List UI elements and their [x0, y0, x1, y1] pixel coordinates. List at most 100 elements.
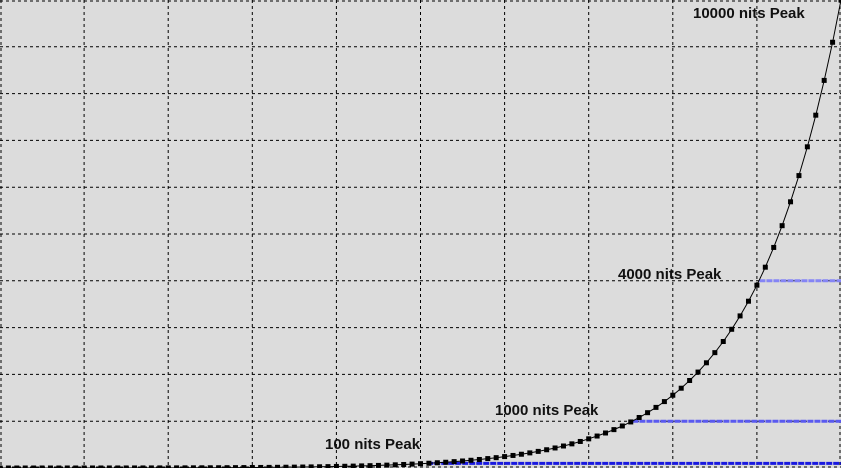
data-point	[560, 443, 566, 449]
data-point	[804, 144, 810, 150]
data-point	[653, 404, 659, 410]
data-point	[283, 464, 289, 468]
data-point	[64, 465, 70, 468]
data-point	[771, 244, 777, 250]
data-point	[132, 465, 138, 468]
data-point	[518, 451, 524, 457]
data-point	[603, 430, 609, 436]
data-point	[426, 460, 432, 466]
data-point	[241, 465, 247, 468]
data-point	[375, 462, 381, 468]
label-4000-nits: 4000 nits Peak	[618, 266, 722, 283]
data-point	[779, 223, 785, 229]
data-point	[47, 465, 53, 468]
data-point	[266, 464, 272, 468]
reference-lines	[427, 279, 841, 465]
data-point	[552, 445, 558, 451]
data-point	[392, 462, 398, 468]
data-point	[535, 448, 541, 454]
data-point	[577, 438, 583, 444]
data-point	[510, 452, 516, 458]
data-point	[174, 465, 180, 468]
label-10000-nits: 10000 nits Peak	[693, 5, 805, 22]
data-point	[485, 456, 491, 462]
data-point	[838, 0, 841, 3]
data-point	[451, 459, 457, 465]
data-point	[5, 465, 11, 468]
data-point	[678, 385, 684, 391]
data-point	[737, 313, 743, 319]
data-point	[586, 436, 592, 442]
data-point	[611, 427, 617, 433]
data-point	[645, 410, 651, 416]
data-point	[182, 465, 188, 468]
data-point	[661, 399, 667, 405]
data-point	[821, 77, 827, 83]
data-point	[636, 415, 642, 421]
data-point	[81, 465, 87, 468]
data-point	[745, 298, 751, 304]
data-point	[115, 465, 121, 468]
data-point	[232, 465, 238, 468]
data-point	[712, 350, 718, 356]
data-point	[224, 465, 230, 468]
data-point	[762, 264, 768, 270]
data-point	[401, 461, 407, 467]
data-point	[830, 39, 836, 45]
data-point	[140, 465, 146, 468]
data-point	[275, 464, 281, 468]
data-point	[703, 360, 709, 366]
data-point	[98, 465, 104, 468]
data-point	[754, 282, 760, 288]
data-point	[216, 465, 222, 468]
annotation-labels: 10000 nits Peak 4000 nits Peak 1000 nits…	[325, 5, 805, 453]
data-point	[123, 465, 129, 468]
data-point	[73, 465, 79, 468]
data-point	[148, 465, 154, 468]
data-point	[190, 465, 196, 468]
data-point	[527, 450, 533, 456]
data-point	[106, 465, 112, 468]
data-point	[695, 369, 701, 375]
data-point	[14, 465, 20, 468]
data-point	[476, 456, 482, 462]
data-point	[333, 463, 339, 468]
data-point	[813, 112, 819, 118]
data-point	[258, 464, 264, 468]
data-point	[39, 465, 45, 468]
data-point	[628, 419, 634, 425]
data-point	[796, 173, 802, 179]
data-point	[670, 392, 676, 398]
data-point	[544, 447, 550, 453]
data-point	[493, 455, 499, 461]
data-point	[367, 463, 373, 468]
data-point	[619, 423, 625, 429]
data-point	[199, 465, 205, 468]
data-point	[434, 460, 440, 466]
data-point	[300, 464, 306, 468]
data-point	[418, 461, 423, 467]
data-point	[594, 433, 600, 439]
data-point	[22, 465, 28, 468]
label-1000-nits: 1000 nits Peak	[495, 402, 599, 419]
data-point	[384, 462, 390, 468]
data-point	[788, 199, 794, 205]
data-point	[291, 464, 297, 468]
data-point	[56, 465, 62, 468]
data-point	[409, 461, 415, 467]
data-point	[502, 454, 508, 460]
data-point	[342, 463, 348, 468]
data-point	[165, 465, 171, 468]
data-point	[687, 377, 693, 383]
data-point	[207, 465, 213, 468]
data-point	[468, 457, 474, 463]
data-point	[90, 465, 96, 468]
data-point	[325, 464, 331, 468]
data-point	[729, 326, 735, 332]
data-point	[157, 465, 163, 468]
data-point	[443, 459, 449, 465]
data-point	[308, 464, 314, 468]
data-point	[569, 441, 575, 447]
